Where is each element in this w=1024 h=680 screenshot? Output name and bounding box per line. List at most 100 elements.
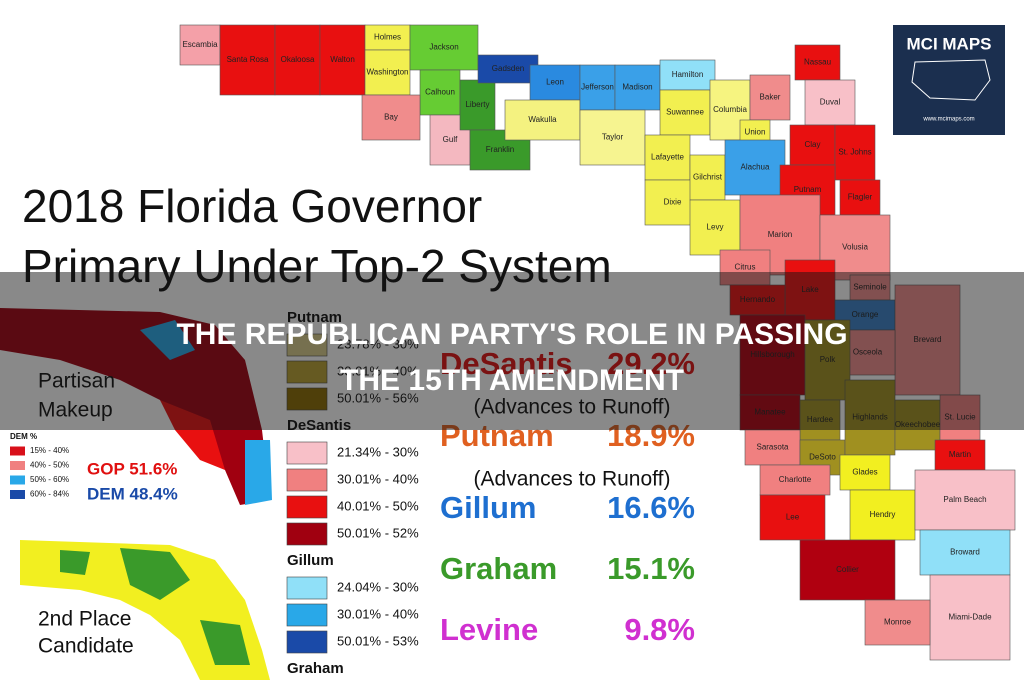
county <box>914 469 1016 531</box>
county <box>839 454 891 491</box>
county-label: Liberty <box>465 100 489 109</box>
county-label: Jefferson <box>581 83 614 92</box>
county-label: Walton <box>330 55 355 64</box>
county-label: Holmes <box>374 33 401 42</box>
second-place-map-green <box>60 548 250 665</box>
county <box>759 494 826 541</box>
county-label: Gilchrist <box>693 173 723 182</box>
partisan-swatch <box>10 446 25 456</box>
county-label: Union <box>745 128 766 137</box>
county-label: Sarasota <box>756 443 789 452</box>
partisan-legend-label: 50% - 60% <box>30 475 69 484</box>
partisan-total: GOP 51.6% <box>87 459 177 478</box>
county-label: Santa Rosa <box>227 55 269 64</box>
legend-group-title: Gillum <box>287 552 334 569</box>
overlay-band <box>0 272 1024 430</box>
result-name: Levine <box>440 612 538 647</box>
brand-background <box>893 25 1005 135</box>
legend-swatch <box>286 495 328 519</box>
legend-swatch <box>286 576 328 600</box>
county-label: Clay <box>804 140 820 149</box>
partisan-swatch <box>10 475 25 485</box>
county-label: Baker <box>760 93 781 102</box>
overlay-title: THE 15TH AMENDMENT <box>340 364 684 397</box>
brand-us-outline <box>911 59 991 101</box>
result-name: Gillum <box>440 490 536 525</box>
partisan-total: DEM 48.4% <box>87 484 178 503</box>
county <box>929 574 1011 661</box>
legend-label: 24.04% - 30% <box>337 579 419 594</box>
legend-label: 40.01% - 50% <box>337 498 419 513</box>
partisan-legend-label: 15% - 40% <box>30 446 69 455</box>
brand-url: www.mcimaps.com <box>922 117 974 123</box>
county-label: Glades <box>852 468 877 477</box>
county-label: Bay <box>384 113 398 122</box>
county <box>459 79 496 131</box>
county <box>789 124 836 166</box>
legend-label: 50.01% - 53% <box>337 633 419 648</box>
county <box>504 99 581 141</box>
county <box>934 439 986 471</box>
county-label: Palm Beach <box>943 495 986 504</box>
county-label: Broward <box>950 548 980 557</box>
county-label: Flagler <box>848 193 873 202</box>
result-share: 9.8% <box>624 612 695 647</box>
county <box>477 54 539 84</box>
county-label: Volusia <box>842 243 868 252</box>
county-label: Levy <box>707 223 724 232</box>
result-share: 16.6% <box>607 490 695 525</box>
county-label: Gadsden <box>492 64 524 73</box>
result-name: Graham <box>440 551 557 586</box>
county-label: Dixie <box>664 198 682 207</box>
county <box>579 64 616 111</box>
county-label: Jackson <box>429 43 458 52</box>
brand-name: MCI MAPS <box>907 34 992 53</box>
county-label: St. Johns <box>838 148 871 157</box>
county <box>724 139 786 196</box>
county-label: Miami-Dade <box>948 613 992 622</box>
county-label: Marion <box>768 230 792 239</box>
county-label: Gulf <box>443 135 458 144</box>
partisan-legend-title: DEM % <box>10 432 37 441</box>
county-label: Calhoun <box>425 88 455 97</box>
county <box>849 489 916 541</box>
result-share: 15.1% <box>607 551 695 586</box>
legend-swatch <box>286 441 328 465</box>
legend-label: 30.01% - 40% <box>337 606 419 621</box>
county-label: Okaloosa <box>281 55 315 64</box>
county <box>749 74 791 121</box>
county-label: Madison <box>622 83 652 92</box>
county-label: Putnam <box>794 185 822 194</box>
county-label: Martin <box>949 450 971 459</box>
county-label: Alachua <box>741 163 770 172</box>
county <box>409 24 479 71</box>
second-place-map <box>20 540 270 680</box>
map-title: 2018 Florida Governor <box>22 180 482 232</box>
county <box>419 69 461 116</box>
county <box>744 429 801 466</box>
legend-swatch <box>286 468 328 492</box>
county-label: Taylor <box>602 133 624 142</box>
result-note: (Advances to Runoff) <box>474 468 671 491</box>
legend-label: 50.01% - 52% <box>337 525 419 540</box>
county <box>274 24 321 96</box>
county-label: Columbia <box>713 105 747 114</box>
county-label: Nassau <box>804 58 831 67</box>
partisan-legend-label: 40% - 50% <box>30 461 69 470</box>
county <box>864 599 931 646</box>
second-place-label: Candidate <box>38 635 134 658</box>
brand-box: MCI MAPS www.mcimaps.com <box>893 25 1005 135</box>
county <box>364 49 411 96</box>
county-label: Citrus <box>735 263 756 272</box>
county <box>179 24 221 66</box>
county-label: Suwannee <box>666 108 704 117</box>
county <box>919 529 1011 576</box>
county <box>614 64 661 111</box>
county-label: Monroe <box>884 618 912 627</box>
county-label: Hamilton <box>672 70 704 79</box>
county <box>799 539 896 601</box>
legend-swatch <box>286 522 328 546</box>
county <box>644 134 691 181</box>
overlay-title: THE REPUBLICAN PARTY'S ROLE IN PASSING <box>176 318 847 351</box>
